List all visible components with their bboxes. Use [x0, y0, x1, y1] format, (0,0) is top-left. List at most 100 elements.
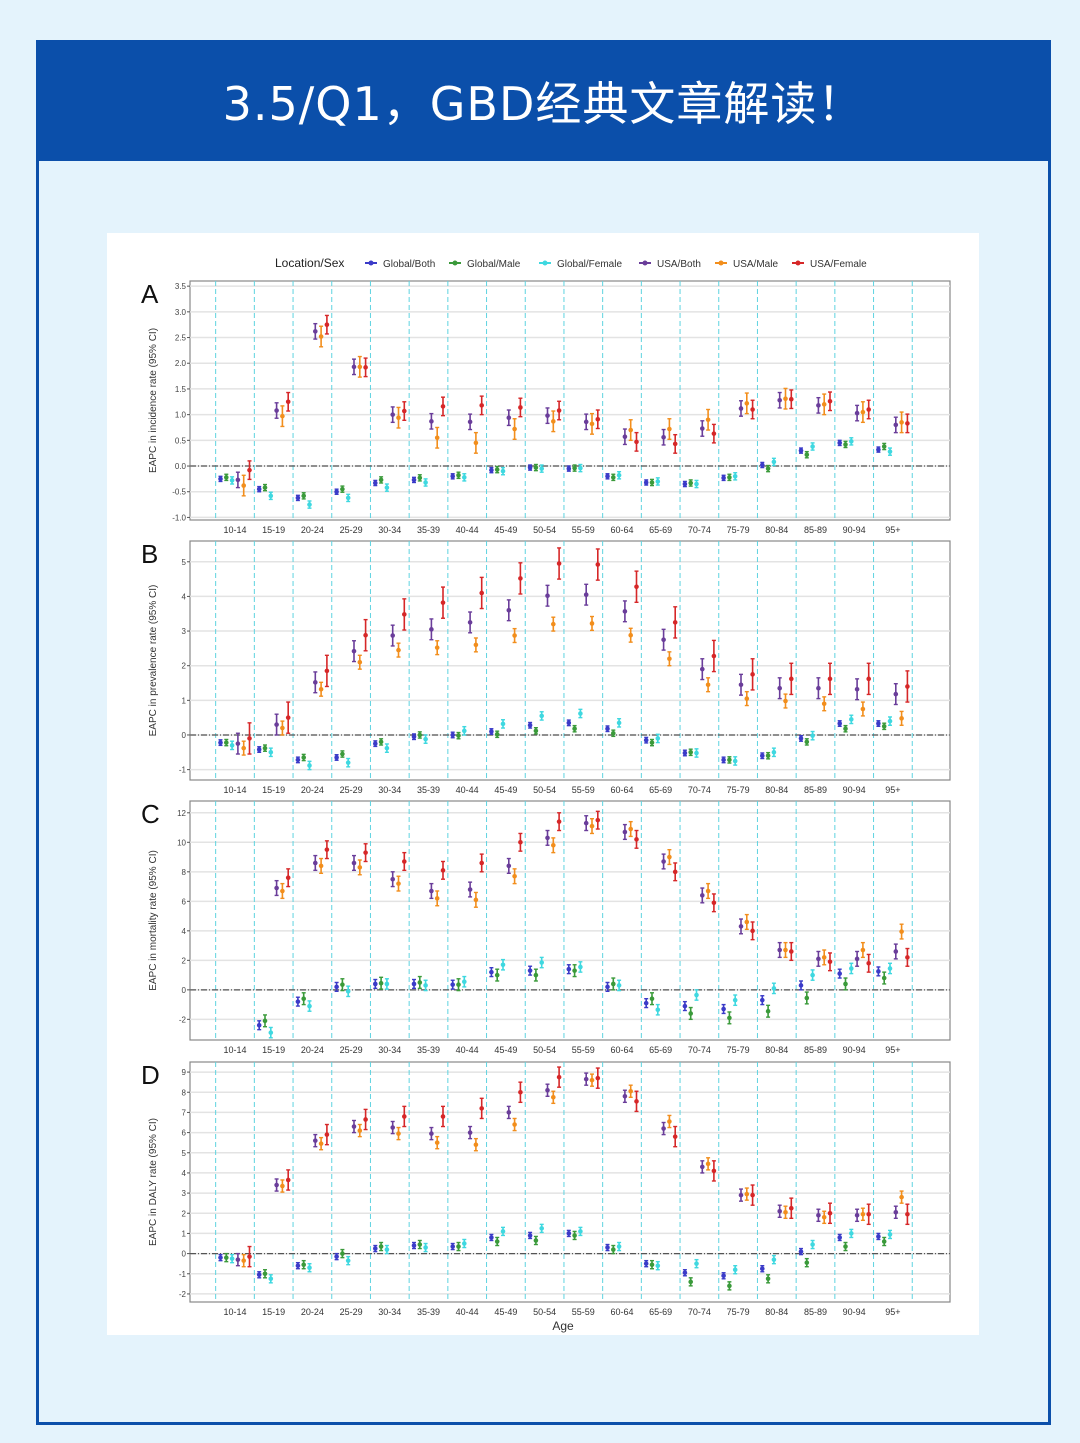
y-tick-label: 2 [182, 956, 187, 965]
data-point [622, 1093, 628, 1099]
data-point [643, 737, 649, 743]
data-point [605, 984, 610, 990]
data-point [506, 863, 512, 869]
data-point [705, 1161, 711, 1167]
data-point [595, 1075, 601, 1081]
data-point [843, 1244, 848, 1249]
data-point [649, 480, 655, 485]
data-point [732, 997, 738, 1003]
data-point [467, 620, 473, 625]
panels: -1.0-0.50.00.51.01.52.02.53.03.510-14 15-… [141, 279, 951, 1317]
data-point [887, 449, 893, 454]
data-point [378, 477, 384, 483]
data-point [821, 402, 827, 407]
data-point [837, 971, 842, 976]
y-tick-label: -2 [179, 1015, 187, 1024]
data-point [402, 859, 407, 864]
data-point [667, 426, 672, 432]
data-point [777, 397, 782, 403]
data-point [440, 600, 446, 605]
data-point [816, 1212, 821, 1218]
data-point [682, 481, 688, 487]
data-point [396, 647, 401, 653]
x-tick-label: 15-19 [262, 785, 285, 795]
data-point [373, 741, 378, 746]
y-tick-label: 7 [182, 1108, 187, 1117]
x-tick-label: 10-14 [223, 1045, 246, 1055]
data-point [351, 364, 357, 370]
header-banner: 3.5/Q1，GBD经典文章解读！ [36, 40, 1051, 161]
data-point [616, 1244, 622, 1249]
x-tick-label: 15-19 [262, 525, 285, 535]
data-point [682, 750, 688, 756]
data-point [810, 1242, 815, 1247]
data-point [539, 713, 544, 719]
data-point [363, 1117, 368, 1122]
data-point [450, 982, 456, 987]
data-point [256, 747, 262, 752]
data-point [661, 859, 666, 864]
plot-area [189, 280, 951, 521]
data-point [616, 720, 622, 726]
data-point [301, 1262, 306, 1267]
data-point [572, 1233, 577, 1238]
x-tick-label: 65-69 [649, 525, 672, 535]
data-point [622, 609, 628, 614]
data-point [616, 983, 622, 988]
data-point [727, 757, 732, 763]
data-point [268, 1030, 274, 1035]
data-point [324, 1132, 330, 1137]
data-point [804, 1260, 810, 1265]
data-point [849, 1231, 854, 1236]
data-point [860, 706, 866, 712]
data-point [777, 1208, 782, 1214]
data-point [605, 726, 610, 732]
data-point [738, 406, 744, 411]
data-point [744, 401, 750, 406]
data-point [440, 868, 446, 873]
data-point [738, 924, 744, 929]
x-tick-label: 60-64 [610, 785, 633, 795]
data-point [849, 439, 854, 444]
data-point [611, 1247, 616, 1252]
data-point [721, 475, 726, 481]
data-point [556, 1074, 562, 1080]
data-point [423, 480, 428, 485]
data-point [256, 1272, 262, 1278]
y-tick-label: 0 [182, 986, 187, 995]
plot-area [189, 540, 951, 781]
data-point [429, 888, 434, 894]
y-tick-label: 3 [182, 1189, 187, 1198]
data-point [533, 1238, 539, 1243]
data-point [816, 403, 821, 408]
data-point [694, 750, 699, 756]
y-tick-label: -1 [179, 1270, 187, 1279]
data-point [732, 758, 738, 764]
data-point [334, 984, 339, 990]
data-point [688, 749, 693, 755]
data-point [893, 691, 899, 697]
data-point [705, 888, 711, 894]
data-point [434, 435, 440, 441]
legend-label: USA/Both [657, 259, 701, 270]
x-tick-label: 85-89 [804, 1045, 827, 1055]
data-point [765, 1276, 771, 1282]
data-point [384, 1247, 390, 1252]
y-tick-label: 3.5 [175, 282, 187, 291]
data-point [423, 983, 428, 988]
y-tick-label: 2 [182, 662, 187, 671]
plot-area [189, 1061, 951, 1303]
data-point [500, 721, 506, 727]
data-point [357, 865, 363, 870]
data-point [771, 459, 777, 465]
data-point [566, 720, 572, 726]
data-point [849, 717, 854, 722]
x-tick-label: 60-64 [610, 525, 633, 535]
data-point [860, 409, 866, 415]
data-point [450, 474, 456, 479]
data-point [750, 928, 755, 934]
data-point [837, 440, 842, 446]
data-point [821, 701, 827, 707]
x-tick-label: 20-24 [301, 1307, 324, 1317]
x-tick-label: 95+ [885, 1045, 900, 1055]
